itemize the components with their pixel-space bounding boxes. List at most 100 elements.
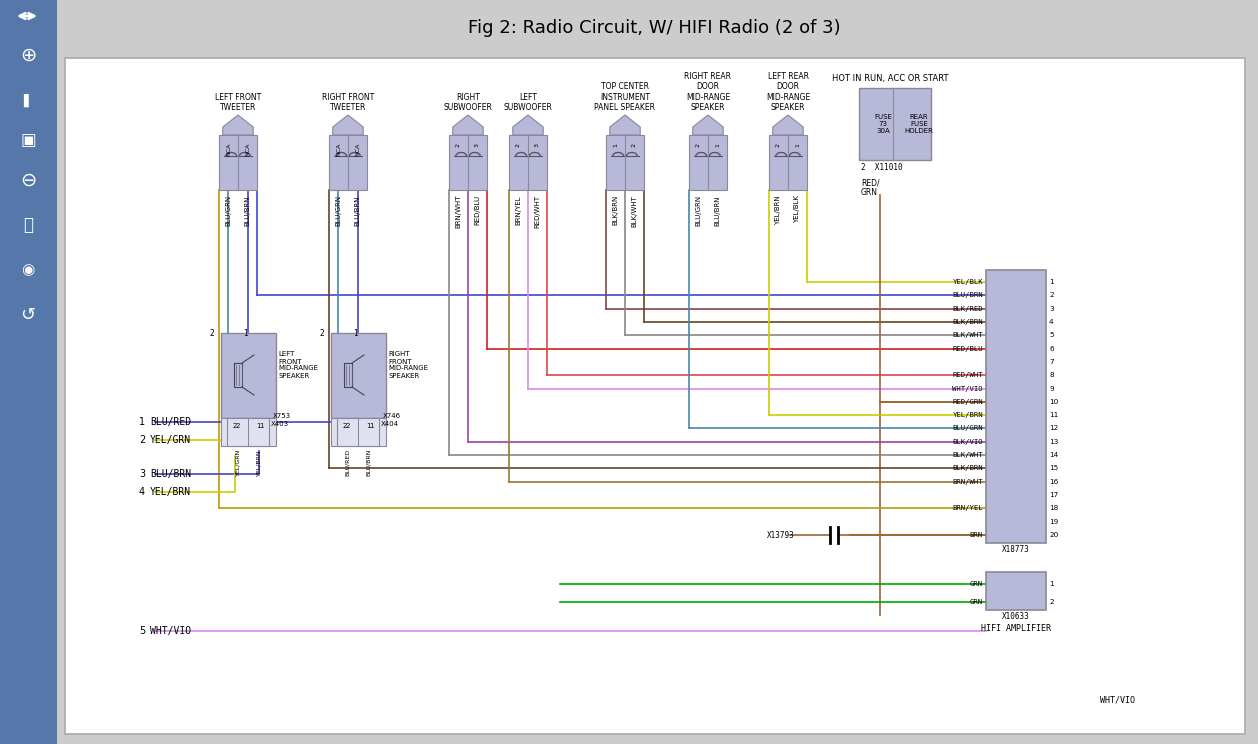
FancyBboxPatch shape (0, 0, 57, 744)
Text: BLU/BRN: BLU/BRN (355, 195, 361, 225)
Text: 2: 2 (209, 329, 214, 338)
FancyBboxPatch shape (220, 417, 276, 446)
Text: BLK/WHT: BLK/WHT (952, 333, 982, 339)
Text: 1: 1 (715, 143, 720, 147)
Text: LEFT
SUBWOOFER: LEFT SUBWOOFER (503, 92, 552, 112)
Text: BLU/BRN: BLU/BRN (952, 292, 982, 298)
Text: X404: X404 (381, 421, 399, 427)
Text: GRN: GRN (970, 581, 982, 587)
FancyBboxPatch shape (689, 135, 727, 190)
Text: 1: 1 (1049, 279, 1054, 285)
FancyBboxPatch shape (331, 333, 385, 417)
Text: BLU/GRN: BLU/GRN (952, 426, 982, 432)
Text: 2: 2 (1049, 292, 1054, 298)
Text: RIGHT REAR
DOOR
MID-RANGE
SPEAKER: RIGHT REAR DOOR MID-RANGE SPEAKER (684, 72, 731, 112)
Text: 18: 18 (1049, 505, 1058, 511)
Text: X13793: X13793 (767, 530, 795, 539)
Text: ✋: ✋ (23, 216, 33, 234)
Text: 1: 1 (243, 329, 248, 338)
FancyBboxPatch shape (331, 417, 385, 446)
Text: BLU/RED: BLU/RED (345, 449, 350, 476)
Text: BLK/BRN: BLK/BRN (952, 319, 982, 325)
Polygon shape (453, 115, 483, 135)
Text: BRN: BRN (970, 532, 982, 538)
Text: ↺: ↺ (20, 306, 35, 324)
Text: BLU/BRN: BLU/BRN (366, 449, 371, 476)
Text: RED/WHT: RED/WHT (535, 195, 541, 228)
Text: 7: 7 (1049, 359, 1054, 365)
Text: YEL/GRN: YEL/GRN (235, 449, 240, 476)
Text: ⊖: ⊖ (20, 170, 36, 190)
Text: BRN/WHT: BRN/WHT (952, 478, 982, 485)
Text: ▌: ▌ (23, 94, 33, 106)
Text: 9: 9 (1049, 385, 1054, 391)
Text: 2  X11010: 2 X11010 (860, 163, 903, 172)
Text: 3: 3 (476, 143, 481, 147)
Text: ⊕: ⊕ (20, 45, 36, 65)
Text: 1: 1 (370, 423, 374, 429)
Text: 1: 1 (795, 143, 800, 147)
Polygon shape (610, 115, 640, 135)
Text: 1: 1 (138, 417, 145, 427)
Text: 17: 17 (1049, 492, 1058, 498)
Text: RED/GRN: RED/GRN (952, 399, 982, 405)
Text: 3: 3 (535, 143, 540, 147)
Text: 19: 19 (1049, 519, 1058, 525)
Text: 10: 10 (1049, 399, 1058, 405)
Text: BLK/VIO: BLK/VIO (952, 439, 982, 445)
Text: ▣: ▣ (20, 131, 36, 149)
Text: X18773: X18773 (1003, 545, 1030, 554)
Text: BLU/GRN: BLU/GRN (336, 195, 341, 226)
Text: BLU/GRN: BLU/GRN (225, 195, 231, 226)
FancyBboxPatch shape (226, 418, 269, 446)
Text: 11: 11 (1049, 412, 1058, 418)
FancyBboxPatch shape (986, 572, 1045, 610)
Text: RIGHT FRONT
TWEETER: RIGHT FRONT TWEETER (322, 92, 374, 112)
Text: ◉: ◉ (21, 263, 35, 278)
Text: RED/
GRN: RED/ GRN (860, 178, 879, 197)
FancyBboxPatch shape (219, 135, 257, 190)
FancyBboxPatch shape (859, 88, 931, 160)
FancyBboxPatch shape (769, 135, 806, 190)
Text: 13: 13 (1049, 439, 1058, 445)
Text: YEL/BLK: YEL/BLK (952, 279, 982, 285)
Text: RED/BLU: RED/BLU (474, 195, 481, 225)
FancyBboxPatch shape (65, 58, 1245, 734)
Text: RIGHT
SUBWOOFER: RIGHT SUBWOOFER (444, 92, 492, 112)
FancyBboxPatch shape (509, 135, 547, 190)
Text: 2: 2 (231, 423, 237, 429)
Text: BRN/YEL: BRN/YEL (952, 505, 982, 511)
Text: YEL/GRN: YEL/GRN (150, 435, 191, 445)
Text: 12: 12 (1049, 426, 1058, 432)
Text: 1: 1 (257, 423, 260, 429)
FancyBboxPatch shape (0, 0, 1258, 50)
Text: YEL/BRN: YEL/BRN (150, 487, 191, 497)
Text: 1: 1 (1049, 581, 1054, 587)
Text: 2: 2 (776, 143, 781, 147)
Text: BRN/YEL: BRN/YEL (516, 195, 522, 225)
Text: NCA: NCA (226, 143, 231, 156)
Text: X753: X753 (273, 412, 291, 418)
Text: 2: 2 (342, 423, 346, 429)
Text: 20: 20 (1049, 532, 1058, 538)
Text: RED/WHT: RED/WHT (952, 372, 982, 378)
Text: BLK/RED: BLK/RED (952, 306, 982, 312)
Text: 5: 5 (138, 626, 145, 636)
Text: 2: 2 (235, 423, 240, 429)
Polygon shape (693, 115, 723, 135)
FancyBboxPatch shape (337, 418, 379, 446)
Text: 2: 2 (1049, 599, 1054, 605)
Text: NCA: NCA (355, 143, 360, 156)
Text: Fig 2: Radio Circuit, W/ HIFI Radio (2 of 3): Fig 2: Radio Circuit, W/ HIFI Radio (2 o… (468, 19, 840, 37)
Text: 6: 6 (1049, 345, 1054, 352)
Polygon shape (333, 115, 364, 135)
Text: 3: 3 (138, 469, 145, 479)
Text: 1: 1 (613, 143, 618, 147)
Text: 2: 2 (320, 329, 325, 338)
FancyBboxPatch shape (220, 333, 276, 417)
Text: NCA: NCA (336, 143, 341, 156)
Text: 1: 1 (353, 329, 357, 338)
Text: REAR
FUSE
HOLDER: REAR FUSE HOLDER (905, 114, 933, 134)
FancyBboxPatch shape (449, 135, 487, 190)
Text: HIFI AMPLIFIER: HIFI AMPLIFIER (981, 624, 1050, 633)
